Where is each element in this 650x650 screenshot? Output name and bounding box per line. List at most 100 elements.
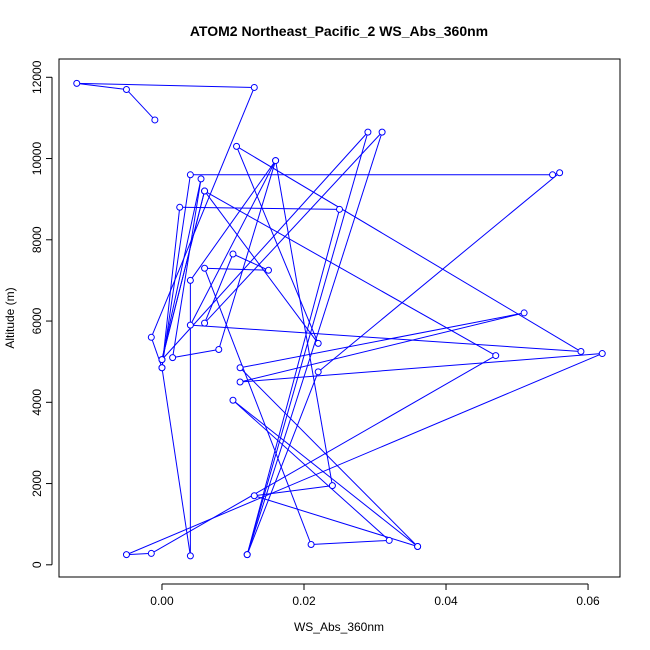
series-segment (161, 207, 181, 368)
series-segment (239, 312, 525, 369)
data-point (414, 543, 422, 551)
data-point (158, 356, 166, 364)
data-point (492, 352, 500, 360)
data-point (250, 492, 258, 500)
series-segment (204, 268, 312, 545)
series-segment (172, 348, 219, 359)
series-segment (240, 353, 603, 383)
data-point (73, 79, 81, 87)
data-point (577, 348, 585, 356)
series-segment (204, 190, 496, 357)
y-tick-label: 0 (30, 561, 44, 568)
data-point (201, 187, 209, 195)
data-point (385, 536, 393, 544)
y-tick-label: 4000 (30, 389, 44, 416)
series-segment (126, 89, 156, 121)
x-axis: 0.00 0.02 0.04 0.06 (150, 583, 600, 608)
x-tick-label: 0.06 (576, 594, 600, 608)
data-point (598, 350, 606, 358)
series-segment (246, 131, 383, 555)
data-point (378, 128, 386, 136)
chart-title: ATOM2 Northeast_Pacific_2 WS_Abs_360nm (190, 23, 488, 39)
series-segment (161, 174, 191, 368)
series-segment (232, 253, 269, 271)
data-point (264, 266, 272, 274)
data-point (328, 482, 336, 490)
data-point (556, 169, 564, 177)
series-segment (126, 552, 152, 556)
data-point (158, 364, 166, 372)
y-tick-label: 10000 (30, 142, 44, 176)
x-tick-label: 0.04 (434, 594, 458, 608)
data-point (229, 396, 237, 404)
series-segment (218, 160, 277, 350)
data-point (122, 551, 130, 559)
y-axis: 0 2000 4000 6000 8000 10000 12000 (30, 60, 53, 568)
series-segment (239, 367, 418, 547)
series-segment (76, 82, 127, 90)
series-segment (239, 312, 525, 383)
data-point (336, 205, 343, 213)
data-point (549, 171, 557, 179)
data-point (201, 319, 209, 327)
series-segment (232, 399, 418, 547)
series-segment (254, 485, 333, 497)
series-segment (161, 131, 369, 360)
data-point (236, 364, 244, 372)
data-point (186, 552, 194, 560)
data-point (520, 309, 528, 317)
series-segment (204, 190, 319, 344)
y-tick-label: 12000 (30, 60, 44, 94)
data-point (314, 339, 322, 347)
y-tick-label: 6000 (30, 307, 44, 334)
series-segment (151, 355, 496, 554)
series-segment (172, 178, 202, 358)
data-point (186, 276, 194, 284)
x-tick-label: 0.00 (150, 594, 174, 608)
series-segment (311, 539, 390, 545)
y-tick-label: 2000 (30, 470, 44, 497)
y-axis-label: Altitude (m) (3, 287, 17, 348)
data-point (147, 549, 155, 557)
series-segment (204, 253, 234, 324)
data-point (176, 203, 184, 211)
series-segment (161, 178, 202, 360)
series-segment (204, 131, 383, 324)
series-segment (236, 145, 582, 352)
series-segment (150, 87, 255, 338)
series-segment (150, 337, 163, 368)
series-segment (189, 160, 276, 281)
series-segment (190, 324, 581, 353)
data-point (364, 128, 372, 136)
plot-frame (58, 58, 621, 578)
series-segment (236, 146, 319, 344)
data-point (243, 551, 251, 559)
series-segment (179, 206, 340, 210)
data-point (169, 354, 177, 362)
data-point (236, 378, 244, 386)
series-segment (126, 353, 603, 556)
data-point (229, 250, 237, 258)
data-point (186, 171, 194, 179)
data-point (233, 142, 241, 150)
series-segment (317, 172, 560, 373)
data-point (197, 175, 205, 183)
series-segment (275, 160, 333, 486)
x-axis-label: WS_Abs_360nm (294, 620, 384, 634)
data-point (122, 85, 130, 93)
data-point (151, 116, 159, 124)
data-point (250, 83, 258, 91)
series-layer (73, 79, 606, 560)
series-segment (189, 160, 277, 326)
data-point (147, 333, 155, 341)
series-segment (76, 82, 255, 88)
data-point (201, 264, 209, 272)
series-segment (232, 399, 390, 541)
data-point (186, 321, 194, 329)
series-segment (161, 367, 191, 556)
data-point (272, 157, 280, 165)
y-tick-label: 8000 (30, 226, 44, 253)
x-tick-label: 0.02 (292, 594, 316, 608)
data-point (215, 345, 223, 353)
